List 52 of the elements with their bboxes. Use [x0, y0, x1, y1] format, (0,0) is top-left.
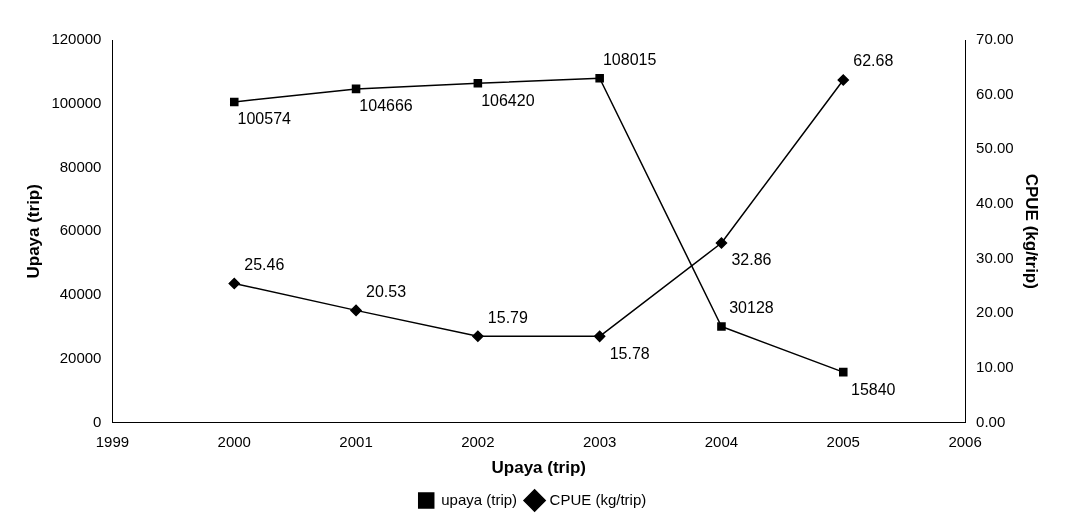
y2-tick-label: 70.00	[976, 30, 1014, 48]
y2-tick-label: 10.00	[976, 358, 1014, 376]
data-label: 15.78	[609, 344, 650, 362]
point	[229, 97, 239, 107]
legend-label: CPUE (kg/trip)	[549, 490, 647, 508]
data-label: 15840	[851, 380, 896, 398]
y-tick-label: 0	[93, 412, 102, 430]
y-tick-label: 20000	[59, 348, 102, 366]
data-label: 104666	[359, 97, 413, 115]
x-tick-label: 2006	[948, 432, 982, 450]
y2-tick-label: 0.00	[976, 412, 1006, 430]
y-tick-label: 60000	[59, 221, 102, 239]
point	[350, 304, 362, 317]
point	[717, 322, 726, 331]
point	[472, 330, 484, 343]
point	[715, 237, 728, 249]
data-label: 62.68	[853, 52, 894, 70]
x-tick-label: 2004	[704, 432, 739, 450]
x-axis-title: Upaya (trip)	[491, 458, 586, 478]
y2-tick-label: 50.00	[976, 139, 1014, 157]
point	[595, 73, 604, 83]
x-tick-label: 2002	[461, 432, 495, 450]
point	[473, 79, 483, 88]
y2-tick-label: 60.00	[976, 84, 1014, 102]
data-label: 30128	[729, 298, 774, 316]
x-tick-label: 2000	[217, 432, 251, 450]
y2-tick-label: 40.00	[976, 194, 1014, 212]
data-label: 32.86	[731, 251, 772, 269]
y2-tick-label: 20.00	[976, 303, 1014, 321]
x-tick-label: 2001	[339, 432, 373, 450]
x-tick-label: 2005	[826, 432, 860, 450]
x-tick-label: 2003	[582, 432, 617, 450]
point	[837, 74, 850, 86]
y-tick-label: 40000	[59, 285, 102, 303]
y-tick-label: 120000	[51, 30, 102, 48]
point	[593, 330, 606, 343]
y2-axis-title: CPUE (kg/trip)	[1022, 173, 1042, 289]
data-label: 108015	[602, 50, 657, 68]
point	[838, 367, 848, 377]
x-tick-label: 1999	[95, 432, 130, 450]
y2-tick-label: 30.00	[976, 248, 1014, 266]
data-label: 15.79	[487, 308, 528, 326]
data-label: 25.46	[244, 255, 285, 273]
y-axis-title: Upaya (trip)	[23, 184, 43, 279]
y-tick-label: 80000	[59, 157, 102, 175]
data-label: 20.53	[366, 282, 407, 300]
legend-label: upaya (trip)	[441, 490, 518, 508]
data-label: 100574	[237, 110, 292, 128]
y-tick-label: 100000	[51, 93, 102, 111]
point	[228, 277, 241, 290]
data-label: 106420	[481, 91, 535, 109]
point	[351, 84, 361, 94]
